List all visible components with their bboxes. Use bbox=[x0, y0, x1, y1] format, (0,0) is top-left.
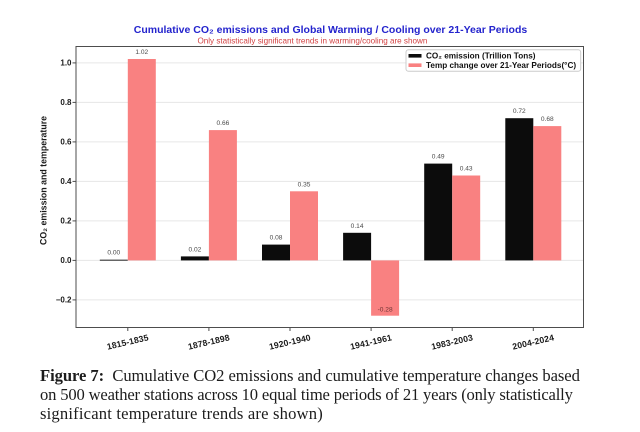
svg-text:0.8: 0.8 bbox=[60, 98, 72, 107]
svg-text:Cumulative CO₂ emissions and G: Cumulative CO₂ emissions and Global Warm… bbox=[134, 24, 528, 36]
svg-text:1.02: 1.02 bbox=[135, 49, 148, 56]
svg-text:0.43: 0.43 bbox=[460, 166, 473, 173]
svg-text:0.2: 0.2 bbox=[60, 217, 72, 226]
svg-text:1920-1940: 1920-1940 bbox=[268, 332, 312, 351]
svg-text:Only statistically significant: Only statistically significant trends in… bbox=[197, 37, 427, 46]
svg-text:2004-2024: 2004-2024 bbox=[511, 332, 555, 351]
svg-text:0.68: 0.68 bbox=[541, 116, 554, 123]
svg-text:0.4: 0.4 bbox=[60, 177, 72, 186]
svg-text:0.0: 0.0 bbox=[60, 256, 72, 265]
svg-text:0.02: 0.02 bbox=[188, 247, 201, 254]
svg-text:0.66: 0.66 bbox=[216, 120, 229, 127]
svg-text:1983-2003: 1983-2003 bbox=[430, 332, 474, 351]
svg-text:-0.28: -0.28 bbox=[378, 307, 393, 314]
svg-text:0.49: 0.49 bbox=[432, 154, 445, 161]
svg-text:0.00: 0.00 bbox=[107, 250, 120, 257]
svg-text:−0.2: −0.2 bbox=[56, 296, 72, 305]
svg-text:0.08: 0.08 bbox=[270, 235, 283, 242]
svg-text:Temp change over 21-Year Perio: Temp change over 21-Year Periods(°C) bbox=[426, 61, 576, 70]
svg-text:1.0: 1.0 bbox=[60, 59, 72, 68]
svg-text:0.6: 0.6 bbox=[60, 138, 72, 147]
svg-text:0.35: 0.35 bbox=[298, 181, 311, 188]
svg-text:1878-1898: 1878-1898 bbox=[187, 332, 231, 351]
svg-text:0.72: 0.72 bbox=[513, 108, 526, 115]
svg-text:CO₂ emission (Trillion Tons): CO₂ emission (Trillion Tons) bbox=[426, 51, 536, 60]
svg-text:1815-1835: 1815-1835 bbox=[106, 332, 150, 351]
svg-text:1941-1961: 1941-1961 bbox=[349, 332, 393, 351]
svg-text:0.14: 0.14 bbox=[351, 223, 364, 230]
svg-text:CO₂ emission and temperature: CO₂ emission and temperature bbox=[39, 116, 49, 245]
